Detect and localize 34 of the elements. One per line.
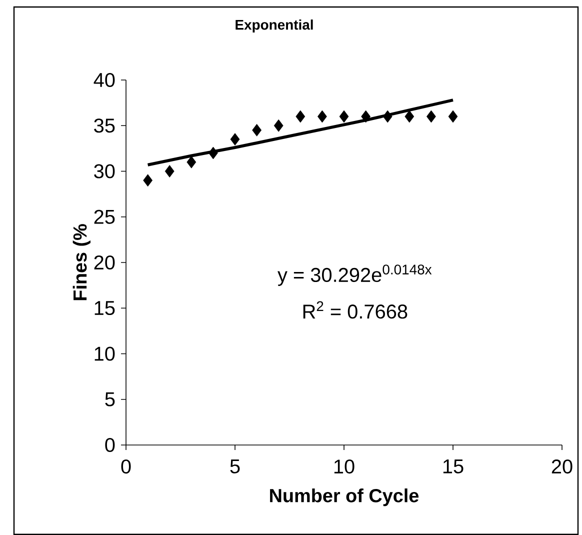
point	[339, 110, 349, 123]
point	[208, 146, 218, 160]
x-axis-title: Number of Cycle	[270, 488, 419, 506]
point	[230, 133, 240, 146]
point	[426, 110, 436, 123]
point	[404, 110, 414, 123]
annotation: R$^{2}$ = 0.7668	[303, 301, 408, 319]
chart-title: Exponential	[236, 19, 313, 32]
y-tick-label: 35	[94, 118, 115, 133]
point	[318, 110, 327, 123]
y-axis-title: Fines (%	[72, 224, 90, 300]
x-tick-label: 15	[443, 460, 464, 474]
x-tick-label: 5	[230, 460, 240, 474]
x-tick-label: 20	[552, 460, 572, 474]
point	[296, 110, 306, 123]
y-tick-label: 5	[105, 392, 115, 406]
point	[361, 110, 371, 123]
y-tick-label: 20	[94, 255, 115, 270]
point	[448, 110, 458, 123]
y-tick-label: 15	[94, 301, 115, 316]
point	[274, 119, 284, 132]
point	[186, 156, 196, 168]
x-tick-label: 0	[121, 460, 131, 474]
x-tick-label: 10	[334, 460, 354, 474]
y-tick-label: 10	[94, 346, 115, 361]
y-tick-label: 0	[105, 438, 115, 452]
point	[252, 124, 262, 136]
point	[382, 110, 392, 123]
point	[143, 174, 153, 187]
y-tick-label: 40	[94, 72, 115, 88]
y-tick-label: 30	[94, 164, 115, 178]
point	[164, 165, 174, 178]
y-tick-label: 25	[94, 210, 115, 224]
annotation: y = 30.292e$^{0.0148x}$	[278, 264, 432, 286]
